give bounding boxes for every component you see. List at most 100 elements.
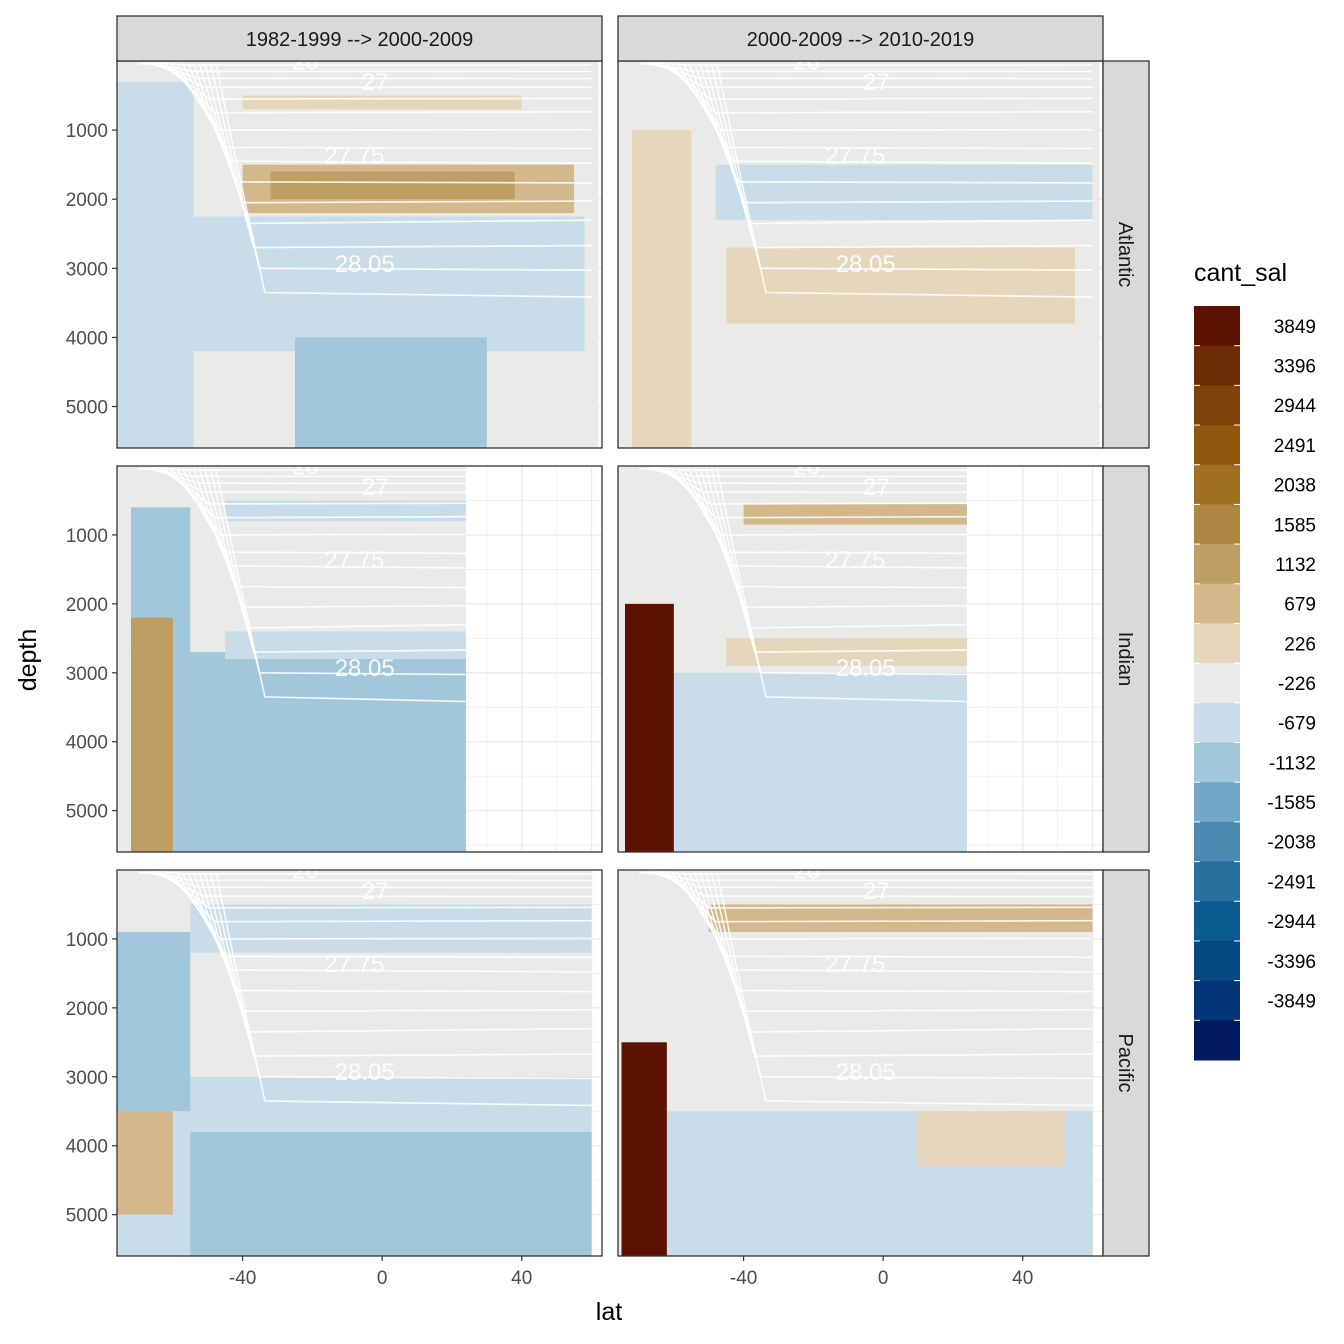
isopycnal-line [193, 468, 466, 609]
isopycnal-line [705, 468, 967, 653]
isopycnal-line [215, 63, 592, 298]
x-axis-title: lat [596, 1298, 622, 1326]
legend-color-band [1194, 345, 1240, 386]
contour-label: 28.05 [335, 1059, 395, 1086]
facet-strip-right [1102, 465, 1150, 853]
contour-band [137, 652, 466, 852]
contour-label: 27 [362, 878, 389, 905]
isopycnal-line [716, 468, 967, 703]
legend-break-label: -2944 [1267, 912, 1316, 933]
contour-band [294, 337, 487, 448]
isopycnal-line [705, 872, 1093, 1057]
isopycnal-line [193, 63, 592, 204]
contour-band [624, 603, 674, 852]
y-tick-label: 3000 [66, 259, 108, 280]
y-tick-label: 4000 [66, 328, 108, 349]
y-tick-label: 2000 [66, 190, 108, 211]
contour-label: 27.75 [324, 142, 384, 169]
panel-pacific-2: 26 27 27.75 28.05 [617, 857, 1104, 1257]
legend-color-band [1194, 702, 1240, 744]
contour-label: 26 [292, 48, 319, 75]
contour-label: 27 [863, 878, 890, 905]
contour-label: 27.75 [825, 951, 885, 978]
isopycnal-line [137, 871, 592, 875]
isopycnal-line [638, 62, 1093, 66]
legend-color-band [1194, 306, 1240, 347]
filled-contours [618, 61, 1100, 448]
facet-strips: 1982-1999 --> 2000-2009 2000-2009 --> 201… [116, 15, 1150, 1257]
legend-break-label: 1585 [1274, 515, 1316, 536]
legend-break-label: 3849 [1274, 317, 1316, 338]
isopycnal-line [655, 63, 1093, 89]
isopycnal-line [165, 63, 592, 114]
contour-label: 26 [793, 857, 820, 884]
x-tick-label: 0 [878, 1268, 889, 1289]
facet-strip-label: Pacific [1114, 1034, 1136, 1093]
contour-label: 26 [292, 453, 319, 480]
contour-band [918, 1111, 1065, 1167]
contour-band [743, 503, 967, 525]
isopycnal-line [710, 872, 1093, 1080]
y-tick-label: 4000 [66, 1137, 108, 1158]
facet-strip-label: 1982-1999 --> 2000-2009 [246, 29, 473, 51]
contour-band [225, 500, 466, 522]
y-axis-title: depth [14, 629, 42, 692]
contour-band [225, 631, 466, 659]
contour-band [726, 247, 1076, 324]
contour-band [172, 216, 585, 352]
isopycnal-lines [638, 62, 1093, 298]
panel-content: 26 27 27.75 28.05 [117, 857, 602, 1256]
contour-label: 27.75 [324, 951, 384, 978]
y-tick-label: 3000 [66, 1068, 108, 1089]
isopycnal-line [204, 872, 592, 1057]
contour-label: 28.05 [335, 655, 395, 682]
y-tick-label: 3000 [66, 664, 108, 685]
legend-color-band [1194, 901, 1240, 942]
contour-label: 27 [362, 69, 389, 96]
legend-break-label: -3849 [1267, 991, 1316, 1012]
contour-label: 27 [863, 474, 890, 501]
panel-pacific-1: 26 27 27.75 28.05 [116, 857, 603, 1257]
legend-color-band [1194, 623, 1240, 664]
panel-content: 26 27 27.75 28.05 [618, 857, 1103, 1256]
legend-color-band [1194, 464, 1240, 505]
x-tick-label: -40 [730, 1268, 757, 1289]
contour-label: 27 [362, 474, 389, 501]
legend-break-label: 3396 [1274, 357, 1316, 378]
filled-contours [117, 870, 592, 1256]
panels-layer: 26 27 27.75 28.05 26 27 27.75 28.05 26 27 27.75 28.… [116, 48, 1104, 1257]
panel-content: 26 27 27.75 28.05 [618, 61, 1103, 448]
axes-layer: 1000200030004000500010002000300040005000… [66, 121, 1034, 1289]
isopycnal-line [666, 63, 1093, 114]
isopycnal-line [137, 467, 466, 471]
contour-label: 27.75 [324, 547, 384, 574]
y-tick-label: 4000 [66, 733, 108, 754]
y-tick-label: 5000 [66, 398, 108, 419]
contour-label: 28.05 [836, 655, 896, 682]
isopycnal-line [666, 872, 1093, 923]
isopycnal-line [638, 467, 967, 471]
y-tick-label: 5000 [66, 802, 108, 823]
legend-color-band [1194, 544, 1240, 585]
isopycnal-line [638, 871, 1093, 875]
legend: cant_sal 3849 3396 2944 2491 2038 1585 1132 679 2… [1194, 259, 1316, 1061]
panel-border [116, 465, 603, 853]
x-tick-label: 40 [511, 1268, 532, 1289]
contour-label: 26 [292, 857, 319, 884]
legend-color-band [1194, 385, 1240, 426]
contour-band [130, 617, 173, 852]
isopycnal-line [137, 62, 592, 66]
legend-title: cant_sal [1194, 259, 1287, 287]
panel-content: 26 27 27.75 28.05 [117, 48, 602, 448]
legend-color-band [1194, 821, 1240, 863]
legend-break-label: -679 [1278, 714, 1316, 735]
facet-strip-top [116, 15, 603, 62]
panel-content: 26 27 27.75 28.05 [117, 453, 602, 852]
isopycnal-line [215, 468, 466, 703]
isopycnal-line [716, 872, 1093, 1107]
legend-color-band [1194, 1020, 1240, 1061]
panel-atlantic-2: 26 27 27.75 28.05 [617, 60, 1104, 449]
contour-band [190, 1131, 592, 1256]
isopycnal-lines [638, 467, 967, 703]
legend-color-band [1194, 583, 1240, 624]
